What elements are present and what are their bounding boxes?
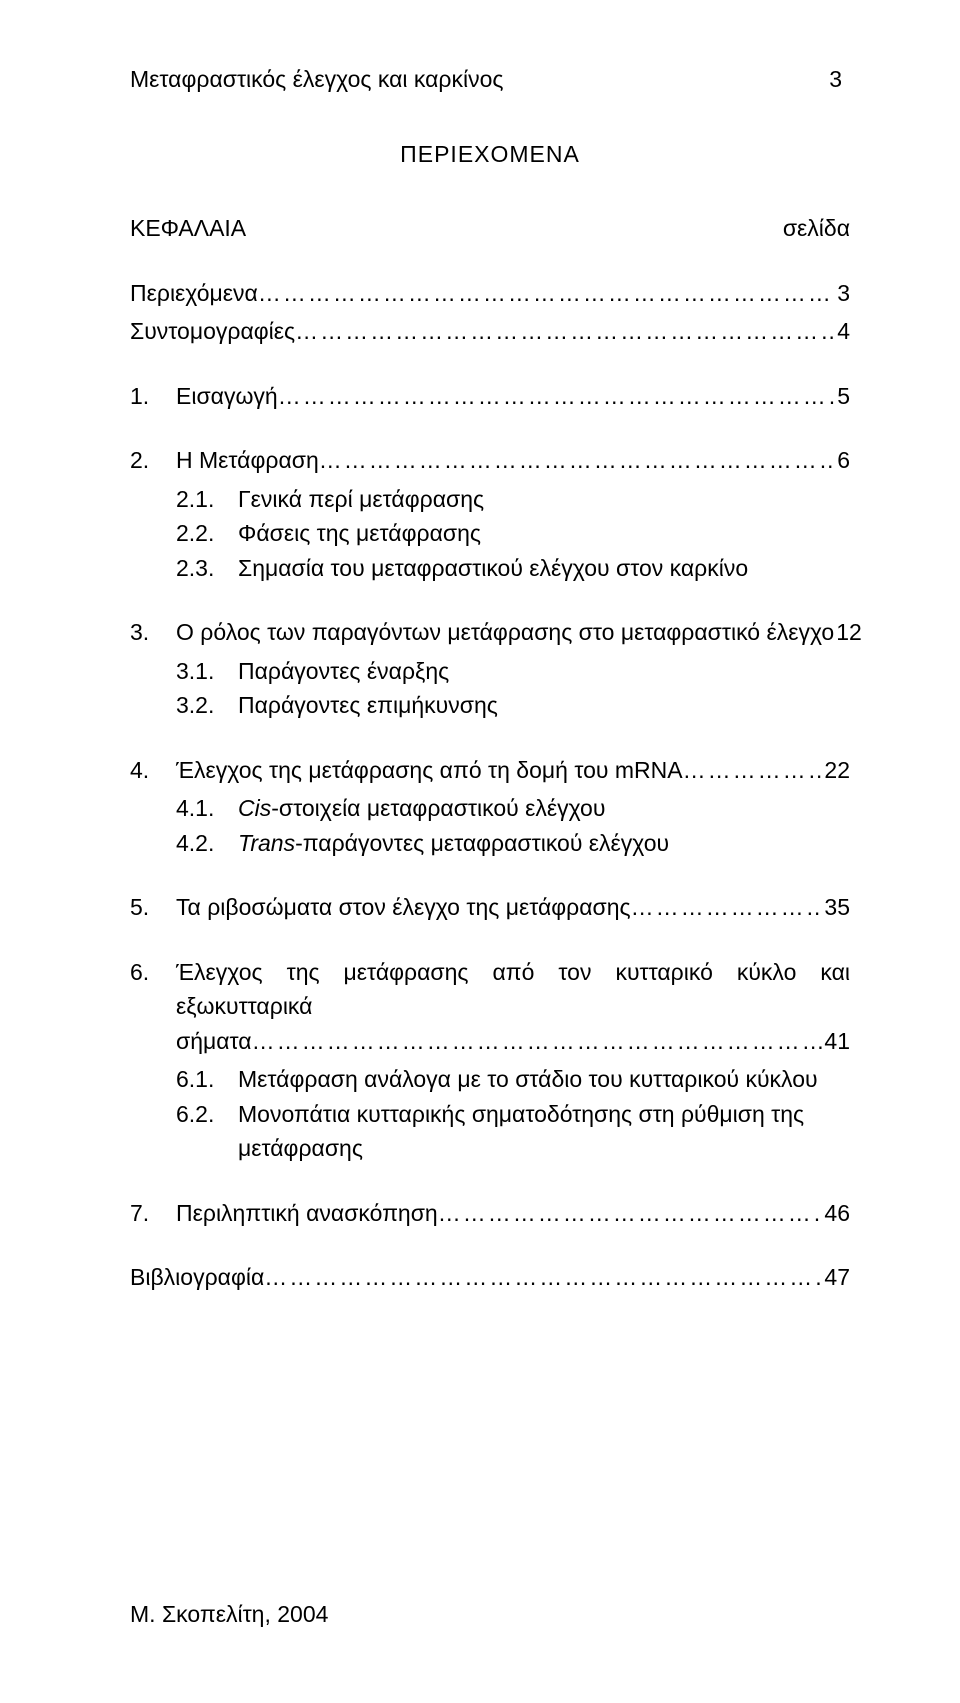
contents-title: ΠΕΡΙΕΧΟΜΕΝΑ	[130, 137, 850, 172]
footer: Μ. Σκοπελίτη, 2004	[130, 1597, 328, 1632]
toc-line-5: 5. Τα ριβοσώματα στον έλεγχο της μετάφρα…	[130, 890, 850, 925]
toc-subnum: 2.1.	[176, 482, 238, 517]
toc-subnum: 3.2.	[176, 688, 238, 723]
italic-trans: Trans	[238, 830, 295, 856]
toc-page: 46	[822, 1196, 850, 1231]
toc-num: 2.	[130, 443, 176, 478]
toc-sub-3-2: 3.2. Παράγοντες επιμήκυνσης	[176, 688, 850, 723]
toc-line-1: 1. Εισαγωγή ……………………………………………………………………………	[130, 379, 850, 414]
dots: ……………………………………………………………………………………………………………	[264, 1260, 822, 1295]
label-post: -παράγοντες μεταφραστικού ελέγχου	[295, 830, 669, 856]
toc-block-intro: Περιεχόμενα ……………………………………………………………………………	[130, 276, 850, 349]
dots: ……………………………………………………………………………………………………………	[278, 379, 836, 414]
toc-page: 35	[822, 890, 850, 925]
toc-line-2: 2. Η Μετάφραση ……………………………………………………………………	[130, 443, 850, 478]
toc-sublabel: Παράγοντες έναρξης	[238, 654, 449, 689]
toc-sub-6-1: 6.1. Μετάφραση ανάλογα με το στάδιο του …	[176, 1062, 850, 1097]
page-number: 3	[829, 62, 850, 97]
dots: ……………………………………………………………………………………………………………	[438, 1196, 823, 1231]
toc-sub-4-2: 4.2. Trans-παράγοντες μεταφραστικού ελέγ…	[176, 826, 850, 861]
toc-num: 3.	[130, 615, 176, 650]
toc-sub-2-3: 2.3. Σημασία του μεταφραστικού ελέγχου σ…	[176, 551, 850, 586]
toc-sub-4-1: 4.1. Cis-στοιχεία μεταφραστικού ελέγχου	[176, 791, 850, 826]
toc-label: Εισαγωγή	[176, 379, 278, 414]
toc-sublabel: Παράγοντες επιμήκυνσης	[238, 688, 498, 723]
toc-page: 22	[822, 753, 850, 788]
toc-block-1: 1. Εισαγωγή ……………………………………………………………………………	[130, 379, 850, 414]
toc-block-4: 4. Έλεγχος της μετάφρασης από τη δομή το…	[130, 753, 850, 861]
toc-block-biblio: Βιβλιογραφία …………………………………………………………………………	[130, 1260, 850, 1295]
toc-label-line2: σήματα	[176, 1024, 252, 1059]
toc-line-6: 6. Έλεγχος της μετάφρασης από τον κυτταρ…	[130, 955, 850, 1059]
toc-sublabel: Μετάφραση ανάλογα με το στάδιο του κυττα…	[238, 1062, 818, 1097]
toc-subnum: 4.1.	[176, 791, 238, 826]
toc-subnum: 2.3.	[176, 551, 238, 586]
dots: ……………………………………………………………………………………………………………	[295, 314, 835, 349]
toc-num: 5.	[130, 890, 176, 925]
columns-header: ΚΕΦΑΛΑΙΑ σελίδα	[130, 211, 850, 246]
toc-num: 6.	[130, 955, 176, 990]
toc-sublabel: Trans-παράγοντες μεταφραστικού ελέγχου	[238, 826, 669, 861]
toc-sublabel: Cis-στοιχεία μεταφραστικού ελέγχου	[238, 791, 605, 826]
toc-line-biblio: Βιβλιογραφία …………………………………………………………………………	[130, 1260, 850, 1295]
page: Μεταφραστικός έλεγχος και καρκίνος 3 ΠΕΡ…	[0, 0, 960, 1703]
label-post: -στοιχεία μεταφραστικού ελέγχου	[271, 795, 605, 821]
dots: ……………………………………………………………………………………………………………	[319, 443, 835, 478]
toc-label: Περιληπτική ανασκόπηση	[176, 1196, 438, 1231]
toc-line-4: 4. Έλεγχος της μετάφρασης από τη δομή το…	[130, 753, 850, 788]
toc-subnum: 6.1.	[176, 1062, 238, 1097]
toc-label: Η Μετάφραση	[176, 443, 319, 478]
toc-subnum: 2.2.	[176, 516, 238, 551]
toc-page: 5	[835, 379, 850, 414]
toc-page: 12	[834, 615, 862, 650]
toc-line-syntom: Συντομογραφίες ……………………………………………………………………	[130, 314, 850, 349]
toc-block-2: 2. Η Μετάφραση ……………………………………………………………………	[130, 443, 850, 585]
toc-block-7: 7. Περιληπτική ανασκόπηση ………………………………………	[130, 1196, 850, 1231]
toc-label: Περιεχόμενα	[130, 276, 258, 311]
toc-sub-3-1: 3.1. Παράγοντες έναρξης	[176, 654, 850, 689]
toc-subnum: 3.1.	[176, 654, 238, 689]
toc-sub-2-1: 2.1. Γενικά περί μετάφρασης	[176, 482, 850, 517]
toc-label: Ο ρόλος των παραγόντων μετάφρασης στο με…	[176, 615, 834, 650]
toc-page: 47	[822, 1260, 850, 1295]
toc-line-perix: Περιεχόμενα ……………………………………………………………………………	[130, 276, 850, 311]
dots: ……………………………………………………………………………………………………………	[631, 890, 823, 925]
toc-sub-6-2: 6.2. Μονοπάτια κυτταρικής σηματοδότησης …	[176, 1097, 850, 1166]
italic-cis: Cis	[238, 795, 271, 821]
dots: ……………………………………………………………………………………………………………	[683, 753, 823, 788]
toc-num: 4.	[130, 753, 176, 788]
toc-label: Τα ριβοσώματα στον έλεγχο της μετάφρασης	[176, 890, 631, 925]
toc-sublabel: Φάσεις της μετάφρασης	[238, 516, 481, 551]
toc-page: 4	[835, 314, 850, 349]
toc-sub-2-2: 2.2. Φάσεις της μετάφρασης	[176, 516, 850, 551]
running-title: Μεταφραστικός έλεγχος και καρκίνος	[130, 62, 503, 97]
toc-line-3: 3. Ο ρόλος των παραγόντων μετάφρασης στο…	[130, 615, 850, 650]
dots: ……………………………………………………………………………………………………………	[258, 276, 835, 311]
col-right: σελίδα	[783, 211, 850, 246]
toc-label: Έλεγχος της μετάφρασης από τη δομή του m…	[176, 753, 683, 788]
toc-num: 1.	[130, 379, 176, 414]
running-header: Μεταφραστικός έλεγχος και καρκίνος 3	[130, 62, 850, 97]
toc-page: 41	[822, 1024, 850, 1059]
toc-block-5: 5. Τα ριβοσώματα στον έλεγχο της μετάφρα…	[130, 890, 850, 925]
toc-subnum: 4.2.	[176, 826, 238, 861]
col-left: ΚΕΦΑΛΑΙΑ	[130, 211, 246, 246]
dots: ……………………………………………………………………………………………………………	[252, 1024, 823, 1059]
toc-sublabel: Μονοπάτια κυτταρικής σηματοδότησης στη ρ…	[238, 1097, 850, 1166]
toc-sublabel: Σημασία του μεταφραστικού ελέγχου στον κ…	[238, 551, 748, 586]
toc-num: 7.	[130, 1196, 176, 1231]
toc-subnum: 6.2.	[176, 1097, 238, 1166]
toc-page: 3	[835, 276, 850, 311]
toc-sublabel: Γενικά περί μετάφρασης	[238, 482, 484, 517]
toc-label: Συντομογραφίες	[130, 314, 295, 349]
toc-label-line1: Έλεγχος της μετάφρασης από τον κυτταρικό…	[176, 955, 850, 1024]
toc-line-7: 7. Περιληπτική ανασκόπηση ………………………………………	[130, 1196, 850, 1231]
toc-block-6: 6. Έλεγχος της μετάφρασης από τον κυτταρ…	[130, 955, 850, 1166]
toc-block-3: 3. Ο ρόλος των παραγόντων μετάφρασης στο…	[130, 615, 850, 723]
toc-label: Βιβλιογραφία	[130, 1260, 264, 1295]
toc-page: 6	[835, 443, 850, 478]
